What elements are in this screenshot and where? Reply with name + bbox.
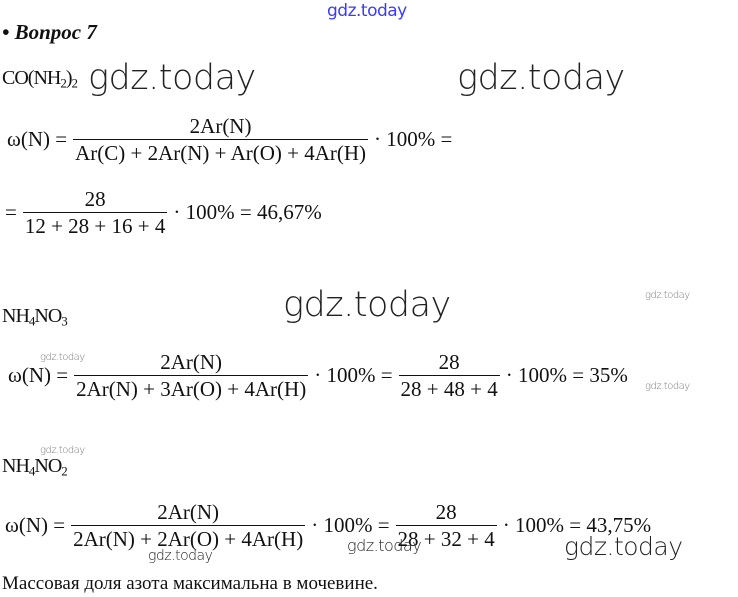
formula-mid: · 100% =: [314, 363, 393, 387]
watermark: gdz.today: [347, 536, 422, 555]
denominator: 28 + 48 + 4: [398, 375, 500, 401]
conclusion-text: Массовая доля азота максимальна в мочеви…: [2, 573, 378, 594]
subscript: 4: [28, 463, 35, 479]
denominator: 2Ar(N) + 3Ar(O) + 4Ar(H): [74, 375, 309, 401]
subscript: 4: [28, 313, 35, 329]
watermark: gdz.today: [40, 352, 85, 363]
formula-tail: · 100% = 46,67%: [173, 200, 322, 224]
watermark: gdz.today: [645, 381, 690, 392]
numerator: 2Ar(N): [157, 500, 220, 524]
watermark: gdz.today: [457, 58, 625, 98]
formula-ammonium-nitrite: ω(N) = 2Ar(N) 2Ar(N) + 2Ar(O) + 4Ar(H) ·…: [2, 500, 654, 551]
compound-part: NH: [2, 305, 30, 327]
watermark: gdz.today: [40, 445, 85, 456]
subscript: 2: [71, 75, 78, 91]
formula-tail: · 100% =: [374, 127, 453, 151]
compound-part: NH: [2, 455, 30, 477]
fraction: 28 28 + 32 + 4: [395, 500, 497, 551]
numerator: 28: [438, 350, 460, 374]
formula-lhs: ω(N) =: [5, 513, 66, 537]
numerator: 28: [84, 187, 106, 211]
subscript: 2: [60, 75, 66, 91]
subscript: 3: [61, 313, 67, 329]
formula-tail: · 100% = 43,75%: [502, 513, 652, 537]
question-heading: • Вопрос 7: [2, 20, 97, 44]
denominator: Ar(C) + 2Ar(N) + Ar(O) + 4Ar(H): [73, 139, 369, 165]
watermark: gdz.today: [283, 285, 451, 325]
formula-lhs: ω(N) =: [7, 127, 68, 151]
compound-part: NO: [34, 305, 62, 327]
formula-tail: · 100% = 35%: [505, 363, 628, 387]
fraction: 2Ar(N) 2Ar(N) + 3Ar(O) + 4Ar(H): [74, 350, 309, 401]
numerator: 2Ar(N): [189, 114, 252, 138]
formula-ammonium-nitrate: ω(N) = 2Ar(N) 2Ar(N) + 3Ar(O) + 4Ar(H) ·…: [5, 350, 631, 401]
numerator: 2Ar(N): [160, 350, 223, 374]
watermark: gdz.today: [148, 548, 213, 564]
compound-ammonium-nitrate: NH4NO3: [2, 305, 68, 329]
fraction: 28 28 + 48 + 4: [398, 350, 500, 401]
compound-part: NO: [34, 455, 62, 477]
fraction: 28 12 + 28 + 16 + 4: [22, 187, 168, 238]
denominator: 2Ar(N) + 2Ar(O) + 4Ar(H): [71, 525, 306, 551]
watermark-top: gdz.today: [327, 1, 407, 21]
denominator: 12 + 28 + 16 + 4: [22, 212, 168, 238]
formula-mid: · 100% =: [311, 513, 390, 537]
subscript: 2: [61, 463, 67, 479]
watermark: gdz.today: [564, 532, 683, 561]
formula-lhs: ω(N) =: [8, 363, 69, 387]
watermark: gdz.today: [88, 58, 256, 98]
formula-lhs: =: [5, 200, 17, 224]
watermark: gdz.today: [645, 290, 690, 301]
compound-ammonium-nitrite: NH4NO2: [2, 455, 68, 479]
compound-urea: CO(NH2)2: [2, 67, 78, 91]
compound-part: CO(NH: [2, 67, 61, 89]
formula-urea: ω(N) = 2Ar(N) Ar(C) + 2Ar(N) + Ar(O) + 4…: [4, 114, 455, 165]
compound-part: ): [65, 67, 73, 89]
denominator: 28 + 32 + 4: [395, 525, 497, 551]
formula-urea-values: = 28 12 + 28 + 16 + 4 · 100% = 46,67%: [2, 187, 325, 238]
numerator: 28: [435, 500, 457, 524]
fraction: 2Ar(N) Ar(C) + 2Ar(N) + Ar(O) + 4Ar(H): [73, 114, 369, 165]
fraction: 2Ar(N) 2Ar(N) + 2Ar(O) + 4Ar(H): [71, 500, 306, 551]
